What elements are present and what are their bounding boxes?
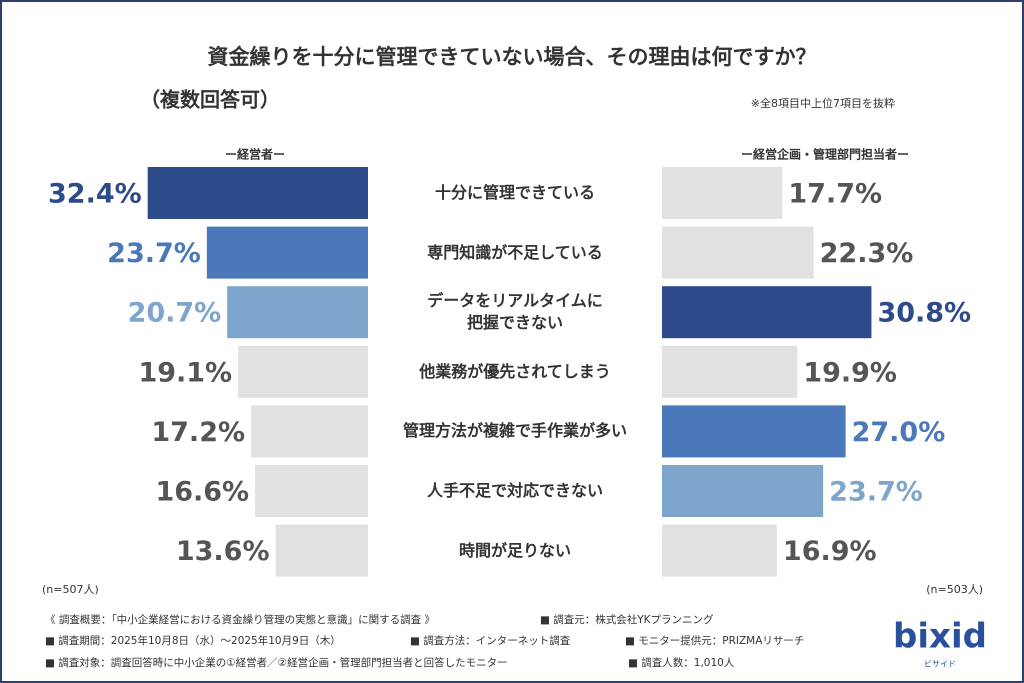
value-label: 16.9%	[783, 536, 877, 567]
legend-right: ー経営企画・管理部門担当者ー	[741, 147, 909, 162]
bar	[662, 226, 814, 279]
value-label: 30.8%	[877, 298, 971, 329]
category-label: 十分に管理できている	[434, 183, 595, 202]
bar	[251, 405, 368, 458]
value-label: 16.6%	[155, 477, 249, 508]
bar	[206, 226, 368, 279]
logo-sub: ビサイド	[924, 660, 956, 669]
sample-left: (n=507人)	[42, 583, 99, 596]
bar	[662, 405, 846, 458]
bar	[662, 465, 824, 517]
sample-right: (n=503人)	[926, 583, 983, 596]
bar	[227, 286, 368, 339]
value-label: 17.7%	[788, 179, 882, 210]
bar	[662, 167, 783, 219]
bar	[662, 524, 777, 577]
value-label: 23.7%	[107, 238, 201, 269]
value-label: 22.3%	[820, 238, 914, 269]
category-label: 時間が足りない	[458, 540, 571, 560]
chart-subtitle: （複数回答可）	[140, 88, 280, 112]
bar	[662, 286, 872, 339]
logo: bixid	[893, 617, 987, 657]
footnote: ■ モニター提供元：PRIZMAリサーチ	[625, 634, 804, 647]
footnote: ■ 調査元：株式会社YKプランニング	[540, 613, 714, 626]
bar	[255, 465, 368, 517]
value-label: 27.0%	[852, 417, 946, 448]
value-label: 20.7%	[128, 298, 222, 329]
footnote: 《 調査概要：「中小企業経営における資金繰り管理の実態と意識」に関する調査 》	[45, 613, 435, 626]
category-label: 専門知識が不足している	[427, 242, 603, 262]
bar	[275, 524, 368, 577]
value-label: 32.4%	[48, 179, 142, 210]
value-label: 17.2%	[151, 417, 245, 448]
bar	[147, 167, 368, 219]
value-label: 19.9%	[803, 357, 897, 388]
footnote: ■ 調査期間：2025年10月8日（水）〜2025年10月9日（木）	[45, 634, 341, 647]
legend-left: ー経営者ー	[225, 147, 285, 162]
footnote: ■ 調査人数：1,010人	[628, 656, 735, 669]
category-label: 他業務が優先されてしまう	[419, 361, 611, 381]
footnote: ■ 調査方法：インターネット調査	[410, 634, 571, 647]
chart-title: 資金繰りを十分に管理できていない場合、その理由は何ですか？	[208, 45, 817, 69]
value-label: 23.7%	[829, 477, 923, 508]
note: ※全8項目中上位7項目を抜粋	[751, 96, 895, 110]
value-label: 13.6%	[176, 536, 270, 567]
bar	[662, 345, 798, 398]
category-label: 管理方法が複雑で手作業が多い	[402, 421, 627, 441]
footnote: ■ 調査対象：調査回答時に中小企業の①経営者／②経営企画・管理部門担当者と回答し…	[45, 656, 508, 669]
bar	[238, 345, 368, 398]
category-label: 人手不足で対応できない	[426, 481, 603, 500]
value-label: 19.1%	[138, 357, 232, 388]
category-label: データをリアルタイムに 把握できない	[427, 291, 603, 333]
